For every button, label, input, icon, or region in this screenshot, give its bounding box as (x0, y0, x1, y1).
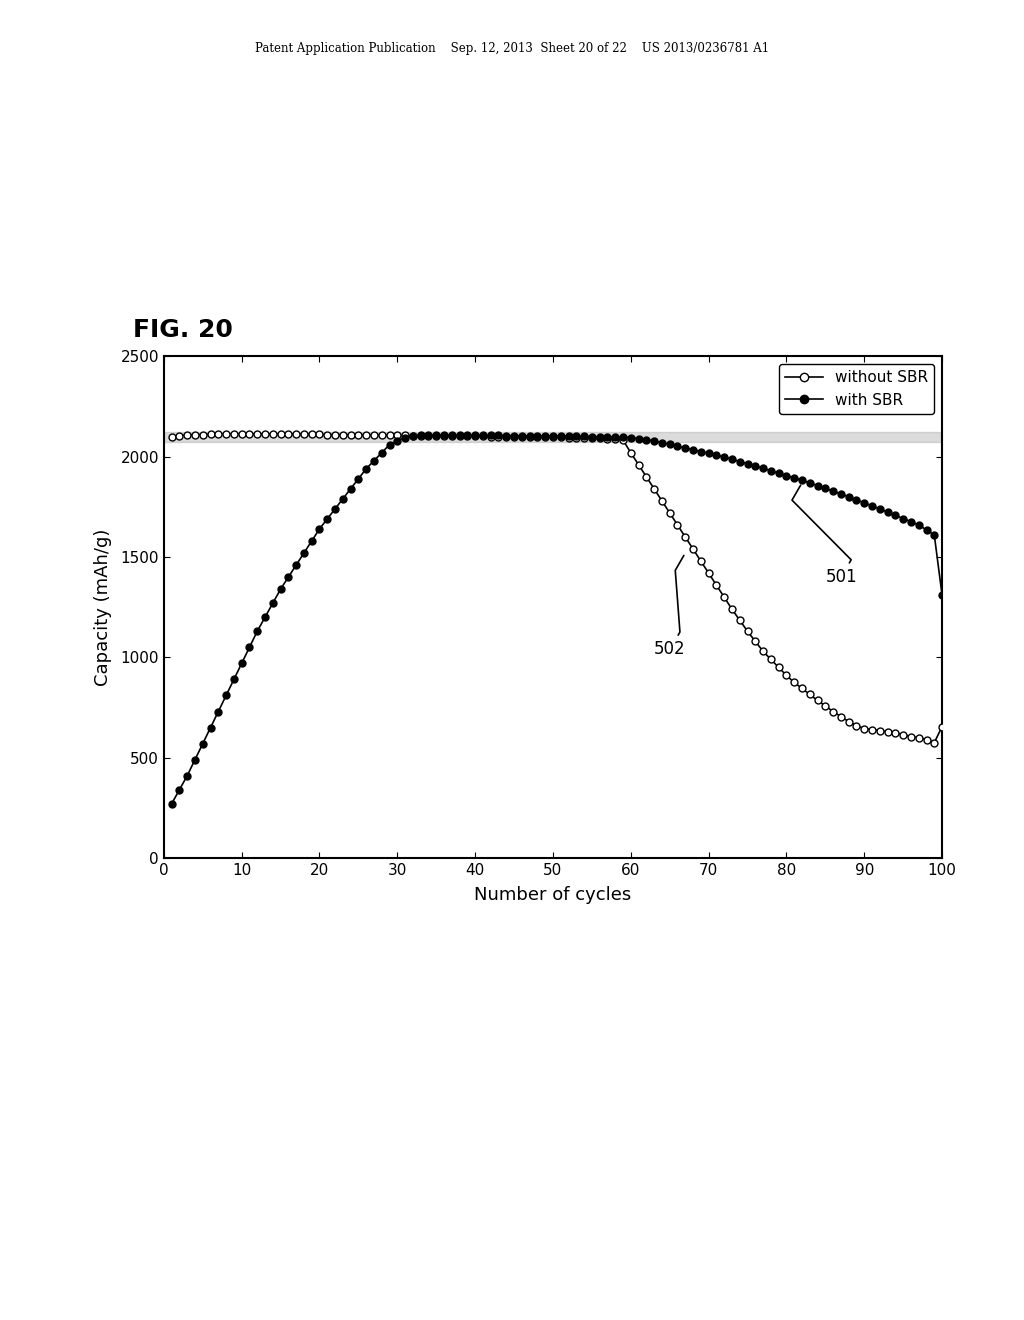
Legend: without SBR, with SBR: without SBR, with SBR (778, 364, 935, 414)
without SBR (322, 426, 334, 442)
with SBR (430, 426, 442, 442)
with SBR (570, 429, 583, 445)
without SBR (220, 426, 232, 442)
Text: 502: 502 (654, 556, 686, 659)
with SBR (905, 513, 918, 529)
with SBR (936, 587, 948, 603)
Line: without SBR: without SBR (168, 430, 945, 746)
without SBR (928, 735, 940, 751)
with SBR (313, 521, 326, 537)
Text: Patent Application Publication    Sep. 12, 2013  Sheet 20 of 22    US 2013/02367: Patent Application Publication Sep. 12, … (255, 42, 769, 55)
X-axis label: Number of cycles: Number of cycles (474, 886, 632, 904)
without SBR (166, 429, 178, 445)
Line: with SBR: with SBR (168, 432, 945, 808)
Y-axis label: Capacity (mAh/g): Capacity (mAh/g) (94, 528, 113, 686)
without SBR (882, 723, 894, 739)
with SBR (633, 430, 645, 446)
without SBR (905, 729, 918, 744)
without SBR (633, 457, 645, 473)
Text: FIG. 20: FIG. 20 (133, 318, 233, 342)
Text: 501: 501 (792, 486, 857, 586)
without SBR (570, 430, 583, 446)
without SBR (352, 426, 365, 442)
with SBR (166, 796, 178, 812)
with SBR (344, 480, 356, 496)
with SBR (882, 504, 894, 520)
without SBR (936, 718, 948, 734)
